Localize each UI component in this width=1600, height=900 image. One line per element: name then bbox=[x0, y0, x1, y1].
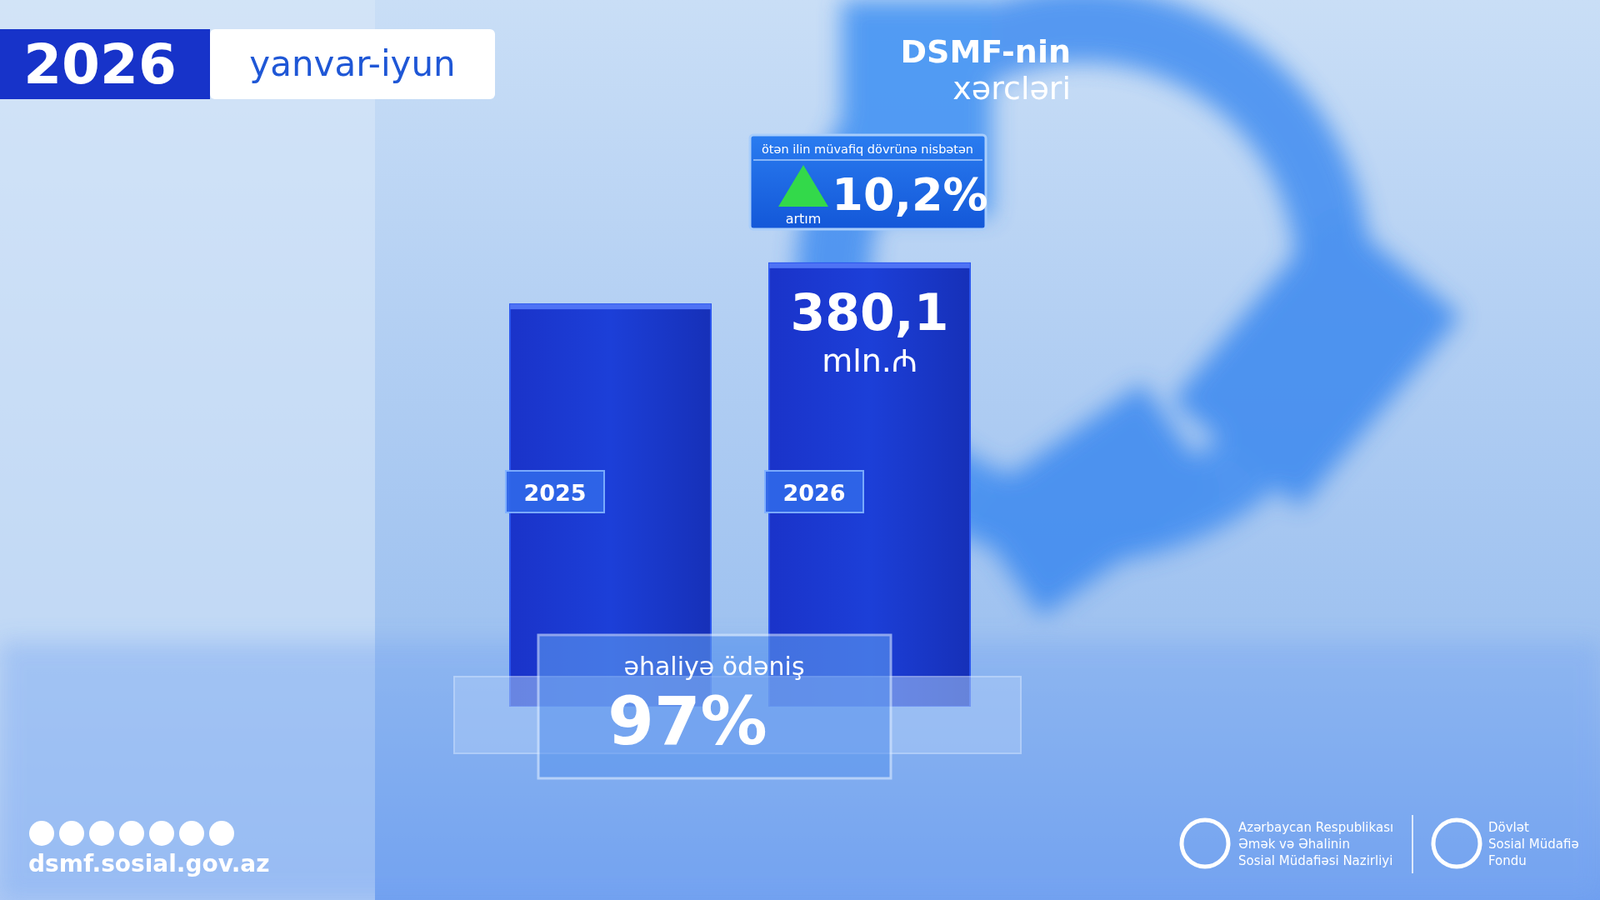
ministry-name: Sosial Müdafiəsi Nazirliyi bbox=[1238, 853, 1393, 869]
bar-top bbox=[769, 263, 970, 269]
ministry-name: Əmək və Əhalinin bbox=[1238, 836, 1350, 852]
growth-label: artım bbox=[785, 210, 822, 227]
growth-value: 10,2% bbox=[831, 168, 988, 221]
labels: 2025 2026 380,1mln.₼ bbox=[505, 283, 949, 513]
logo bbox=[1181, 820, 1229, 867]
payment-label: əhaliyə ödəniş bbox=[623, 651, 805, 681]
divider bbox=[753, 159, 983, 161]
social-icon bbox=[119, 820, 145, 846]
social-icon bbox=[179, 820, 205, 846]
category-box bbox=[765, 470, 864, 513]
separator bbox=[1411, 815, 1414, 874]
period: yanvar-iyun bbox=[249, 43, 455, 85]
decor-block bbox=[965, 383, 1220, 617]
growth-arrow bbox=[778, 165, 829, 207]
social-icon bbox=[29, 820, 55, 846]
social-icon bbox=[89, 820, 115, 846]
title: DSMF-ninxərcləri bbox=[900, 33, 1071, 107]
year-box bbox=[0, 29, 210, 100]
period-box bbox=[210, 29, 495, 100]
social-icon bbox=[209, 820, 235, 846]
title-line: xərcləri bbox=[952, 70, 1071, 107]
category-label: 2026 bbox=[782, 480, 845, 506]
fund-name: Dövlət bbox=[1488, 820, 1530, 835]
unit-label: mln.₼ bbox=[821, 342, 918, 380]
category-box bbox=[505, 470, 605, 513]
canvas: 2026 yanvar-iyun DSMF-ninxərcləri 2025 2026 3… bbox=[0, 0, 1600, 900]
social-icon bbox=[149, 820, 175, 846]
logo bbox=[1433, 820, 1480, 867]
fund-name: Fondu bbox=[1488, 853, 1527, 869]
ministry-name: Azərbaycan Respublikası bbox=[1238, 820, 1394, 835]
decor-block bbox=[1172, 209, 1461, 508]
glass-box bbox=[538, 635, 891, 779]
decoration bbox=[0, 0, 1600, 900]
data-label: 380,1 bbox=[790, 283, 950, 342]
payment-value: 97% bbox=[607, 682, 767, 760]
growth-caption: ötən ilin müvafiq dövrünə nisbətən bbox=[761, 142, 974, 156]
bar-top bbox=[510, 304, 711, 310]
social-icon bbox=[59, 820, 85, 846]
period-year: 2026 bbox=[23, 32, 177, 97]
background bbox=[0, 0, 1600, 900]
url: dsmf.sosial.gov.az bbox=[28, 850, 270, 878]
fund-name: Sosial Müdafiə bbox=[1488, 836, 1580, 852]
category-label: 2025 bbox=[523, 480, 586, 506]
